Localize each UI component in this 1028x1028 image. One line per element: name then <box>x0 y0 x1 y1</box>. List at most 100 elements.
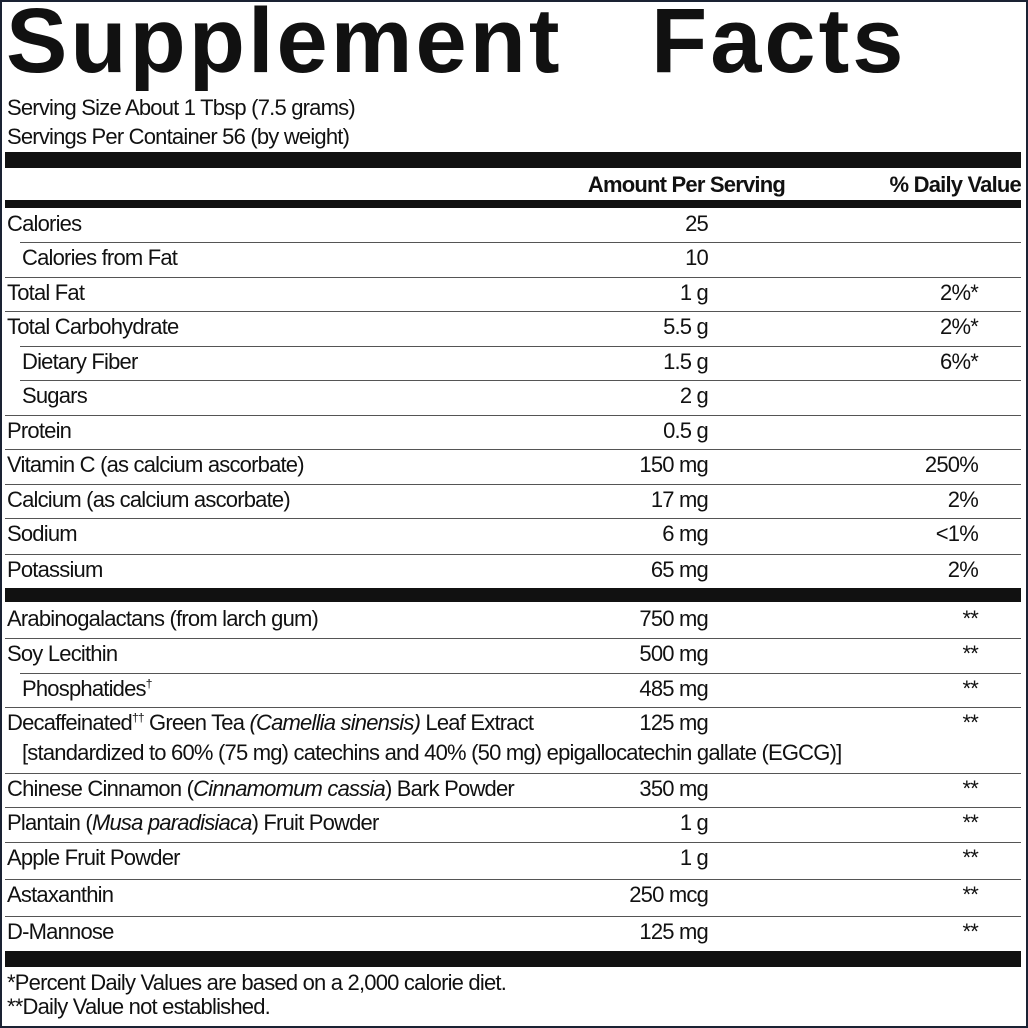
row-divider <box>5 554 1021 555</box>
daily-value: ** <box>962 676 978 701</box>
daily-value: 2%* <box>940 280 979 305</box>
row-divider <box>5 311 1021 312</box>
amount-value: 17 mg <box>650 487 709 512</box>
nutrient-name: Decaffeinated†† Green Tea (Camellia sine… <box>7 710 534 736</box>
divider <box>5 200 1021 208</box>
name-part: † <box>145 676 153 691</box>
thick-divider <box>5 951 1021 967</box>
amount-value: 150 mg <box>639 452 708 477</box>
daily-value: ** <box>962 776 978 801</box>
table-row: Decaffeinated†† Green Tea (Camellia sine… <box>0 707 1028 773</box>
name-part: Calories <box>7 211 82 236</box>
row-divider <box>20 346 1021 347</box>
amount-value: 125 mg <box>639 919 708 944</box>
row-divider <box>5 707 1021 708</box>
name-part: Sodium <box>7 521 78 546</box>
amount-value: 750 mg <box>639 606 708 631</box>
daily-value: <1% <box>935 521 979 546</box>
name-part: Apple Fruit Powder <box>7 845 180 870</box>
row-divider <box>5 277 1021 278</box>
name-part: Total Carbohydrate <box>7 314 179 339</box>
name-part: D-Mannose <box>7 919 114 944</box>
daily-value: ** <box>962 919 978 944</box>
daily-value: 2% <box>947 487 979 512</box>
amount-header: Amount Per Serving <box>587 172 786 197</box>
amount-value: 1.5 g <box>663 349 709 374</box>
daily-value-header: % Daily Value <box>889 172 1022 197</box>
nutrient-name: Protein <box>7 418 72 444</box>
table-row: Total Fat 1 g 2%* <box>0 277 1028 311</box>
nutrient-name: Total Carbohydrate <box>7 314 179 340</box>
table-row: Potassium 65 mg 2% <box>0 554 1028 588</box>
name-part: ) Bark Powder <box>384 776 515 801</box>
table-row: Sugars 2 g <box>0 380 1028 415</box>
nutrient-name: Plantain (Musa paradisiaca) Fruit Powder <box>7 810 379 836</box>
table-row: Protein 0.5 g <box>0 415 1028 449</box>
name-part: Astaxanthin <box>7 882 114 907</box>
table-row: Phosphatides† 485 mg ** <box>0 673 1028 707</box>
table-row: Plantain (Musa paradisiaca) Fruit Powder… <box>0 807 1028 842</box>
name-part: Soy Lecithin <box>7 641 118 666</box>
name-part: Vitamin C (as calcium ascorbate) <box>7 452 305 477</box>
serving-size: Serving Size About 1 Tbsp (7.5 grams) <box>7 95 356 120</box>
nutrient-name: Chinese Cinnamon (Cinnamomum cassia) Bar… <box>7 776 515 802</box>
nutrient-name: Sodium <box>7 521 78 547</box>
name-part: Plantain ( <box>7 810 93 835</box>
footnote-not-established: **Daily Value not established. <box>7 994 271 1019</box>
table-row: Arabinogalactans (from larch gum) 750 mg *… <box>0 603 1028 638</box>
daily-value: ** <box>962 882 978 907</box>
daily-value: 250% <box>924 452 979 477</box>
amount-value: 1 g <box>679 280 709 305</box>
daily-value: ** <box>962 810 978 835</box>
row-divider <box>5 773 1021 774</box>
nutrient-name: Soy Lecithin <box>7 641 118 667</box>
name-part: Decaffeinated <box>7 710 133 735</box>
name-part: Potassium <box>7 557 103 582</box>
nutrient-name: Arabinogalactans (from larch gum) <box>7 606 319 632</box>
nutrient-name: Vitamin C (as calcium ascorbate) <box>7 452 305 478</box>
name-part: Cinnamomum cassia <box>193 776 386 801</box>
row-divider <box>5 484 1021 485</box>
name-part: Arabinogalactans (from larch gum) <box>7 606 319 631</box>
name-part: Total Fat <box>7 280 85 305</box>
daily-value: 6%* <box>940 349 979 374</box>
row-divider <box>5 879 1021 880</box>
nutrient-name: Astaxanthin <box>7 882 114 908</box>
daily-value: ** <box>962 845 978 870</box>
nutrient-name: Calories from Fat <box>22 245 178 271</box>
nutrient-detail: [standardized to 60% (75 mg) catechins a… <box>22 740 842 765</box>
table-row: Calories from Fat 10 <box>0 242 1028 277</box>
amount-value: 250 mcg <box>629 882 709 907</box>
table-row: Sodium 6 mg <1% <box>0 518 1028 554</box>
amount-value: 1 g <box>679 845 709 870</box>
table-row: Calcium (as calcium ascorbate) 17 mg 2% <box>0 484 1028 518</box>
row-divider <box>5 518 1021 519</box>
daily-value: ** <box>962 710 978 735</box>
name-part: Protein <box>7 418 72 443</box>
name-part: Dietary Fiber <box>22 349 138 374</box>
nutrient-name: Calories <box>7 211 82 237</box>
daily-value: ** <box>962 606 978 631</box>
nutrient-name: Potassium <box>7 557 103 583</box>
amount-value: 10 <box>685 245 709 270</box>
daily-value: ** <box>962 641 978 666</box>
name-part: Musa paradisiaca <box>91 810 252 835</box>
nutrient-name: Calcium (as calcium ascorbate) <box>7 487 291 513</box>
thick-divider <box>5 588 1021 602</box>
amount-value: 0.5 g <box>663 418 709 443</box>
nutrient-name: D-Mannose <box>7 919 114 945</box>
amount-value: 500 mg <box>639 641 708 666</box>
row-divider <box>5 842 1021 843</box>
table-row: Soy Lecithin 500 mg ** <box>0 638 1028 673</box>
daily-value: 2%* <box>940 314 979 339</box>
amount-value: 350 mg <box>639 776 708 801</box>
nutrient-name: Phosphatides† <box>22 676 152 702</box>
row-divider <box>5 807 1021 808</box>
amount-value: 2 g <box>679 383 709 408</box>
daily-value: 2% <box>947 557 979 582</box>
row-divider <box>5 415 1021 416</box>
table-row: Calories 25 <box>0 208 1028 242</box>
servings-per-container: Servings Per Container 56 (by weight) <box>7 124 350 149</box>
name-part: Calories from Fat <box>22 245 178 270</box>
row-divider <box>5 449 1021 450</box>
